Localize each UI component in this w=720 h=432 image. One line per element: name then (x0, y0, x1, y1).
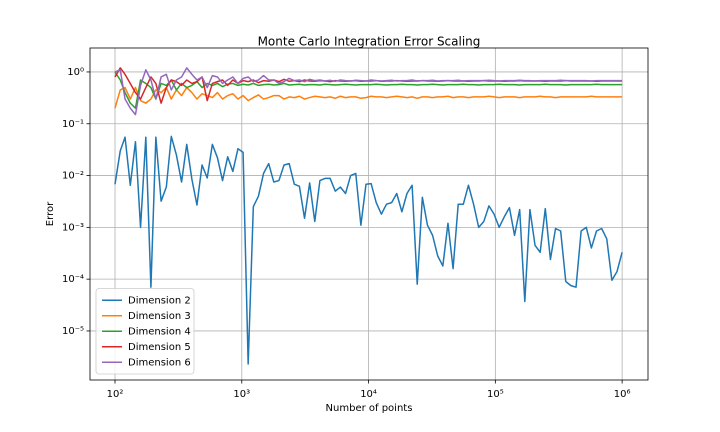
y-tick-label: 10⁻⁴ (62, 274, 84, 285)
data-line (114, 67, 623, 116)
y-tick-label: 10⁻² (62, 171, 84, 182)
x-tick-label: 10⁶ (614, 389, 631, 400)
y-axis-label: Error (45, 201, 56, 226)
data-line (114, 135, 623, 365)
legend-label: Dimension 6 (128, 357, 191, 368)
plot-frame (89, 47, 649, 381)
legend-label: Dimension 4 (128, 326, 191, 337)
legend-label: Dimension 3 (128, 311, 191, 322)
y-tick-label: 10⁻¹ (62, 119, 84, 130)
chart-title: Monte Carlo Integration Error Scaling (258, 35, 481, 49)
y-tick-label: 10⁻³ (62, 222, 84, 233)
x-tick-label: 10² (107, 389, 124, 400)
x-tick-label: 10³ (233, 389, 250, 400)
legend-box (95, 288, 195, 375)
x-axis-label: Number of points (326, 403, 413, 414)
data-line (114, 86, 623, 109)
data-line (114, 71, 623, 109)
y-tick-label: 10⁻⁵ (62, 326, 84, 337)
x-tick-label: 10⁴ (360, 389, 377, 400)
x-tick-label: 10⁵ (487, 389, 504, 400)
legend-label: Dimension 2 (128, 295, 191, 306)
legend-label: Dimension 5 (128, 342, 191, 353)
y-tick-label: 10⁰ (67, 67, 84, 78)
